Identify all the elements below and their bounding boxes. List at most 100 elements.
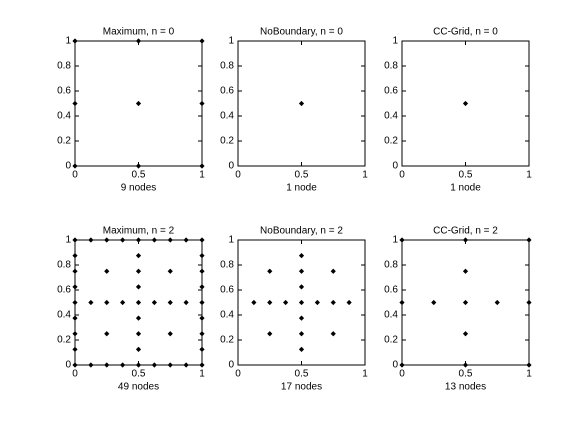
point [135, 346, 142, 352]
point [462, 299, 469, 306]
point [72, 253, 78, 259]
point [199, 38, 205, 44]
x-tick-label: 1 [199, 170, 205, 181]
point [251, 299, 257, 306]
y-tick-label: 0.8 [57, 61, 71, 72]
point [72, 268, 78, 274]
point [72, 237, 78, 243]
point [346, 299, 352, 306]
point [462, 237, 469, 243]
point [330, 331, 336, 337]
x-tick-label: 0.5 [459, 170, 473, 181]
point [267, 268, 273, 274]
y-tick-label: 0.8 [384, 260, 398, 271]
point [183, 362, 189, 368]
point [135, 253, 142, 259]
x-tick-label: 1 [526, 170, 532, 181]
point [167, 331, 173, 337]
point [298, 299, 305, 306]
x-tick-label: 0.5 [459, 369, 473, 380]
y-tick-label: 0.6 [220, 285, 234, 296]
point [88, 299, 94, 306]
point [135, 237, 142, 243]
x-tick-label: 1 [362, 369, 368, 380]
point [120, 362, 126, 368]
point [199, 299, 205, 306]
point [431, 299, 437, 306]
point [135, 284, 142, 290]
y-tick-label: 0.2 [384, 136, 398, 147]
y-tick-label: 1 [228, 235, 234, 246]
x-tick-label: 0 [72, 369, 78, 380]
point [526, 237, 532, 243]
y-tick-label: 0.6 [57, 86, 71, 97]
point [199, 237, 205, 243]
point [462, 268, 469, 274]
point [399, 362, 405, 368]
point [298, 331, 305, 337]
point [183, 237, 189, 243]
point [298, 284, 305, 290]
y-tick-label: 0.8 [220, 61, 234, 72]
point [88, 237, 94, 243]
subplot-title: Maximum, n = 2 [103, 226, 175, 237]
point [120, 237, 126, 243]
x-axis-label: 13 nodes [445, 382, 486, 393]
y-tick-label: 0.6 [384, 86, 398, 97]
point [199, 362, 205, 368]
point [199, 253, 205, 259]
y-tick-label: 0.2 [384, 335, 398, 346]
point [135, 268, 142, 274]
x-tick-label: 0.5 [132, 170, 146, 181]
x-tick-label: 1 [526, 369, 532, 380]
point [399, 299, 405, 306]
point [526, 299, 532, 306]
y-tick-label: 0.6 [384, 285, 398, 296]
point [298, 253, 305, 259]
point [104, 237, 110, 243]
x-tick-label: 1 [362, 170, 368, 181]
y-tick-label: 0.4 [220, 111, 234, 122]
point [72, 163, 78, 169]
y-tick-label: 1 [392, 36, 398, 47]
point [314, 299, 320, 306]
point [135, 362, 142, 368]
point [298, 315, 305, 321]
point [72, 299, 78, 306]
point [283, 299, 289, 306]
x-axis-label: 9 nodes [121, 183, 157, 194]
point [72, 38, 78, 44]
point [135, 315, 142, 321]
y-tick-label: 0.6 [220, 86, 234, 97]
point [298, 346, 305, 352]
y-tick-label: 0.4 [220, 310, 234, 321]
point [494, 299, 500, 306]
y-tick-label: 0 [392, 360, 398, 371]
y-tick-label: 0.2 [57, 136, 71, 147]
y-tick-label: 0.8 [57, 260, 71, 271]
point [330, 299, 336, 306]
point [167, 362, 173, 368]
subplot-title: CC-Grid, n = 0 [433, 27, 498, 38]
x-tick-label: 0 [399, 170, 405, 181]
point [167, 237, 173, 243]
y-tick-label: 1 [392, 235, 398, 246]
subplot-title: CC-Grid, n = 2 [433, 226, 498, 237]
x-axis-label: 1 node [286, 183, 317, 194]
point [72, 284, 78, 290]
x-tick-label: 0.5 [295, 170, 309, 181]
point [462, 100, 469, 107]
point [462, 362, 469, 368]
y-tick-label: 1 [65, 235, 71, 246]
x-tick-label: 0.5 [295, 369, 309, 380]
point [151, 299, 157, 306]
y-tick-label: 0 [65, 360, 71, 371]
x-tick-label: 0 [235, 369, 241, 380]
point [72, 346, 78, 352]
point [135, 163, 142, 169]
point [72, 315, 78, 321]
point [199, 268, 205, 274]
subplot-title: NoBoundary, n = 0 [260, 27, 343, 38]
